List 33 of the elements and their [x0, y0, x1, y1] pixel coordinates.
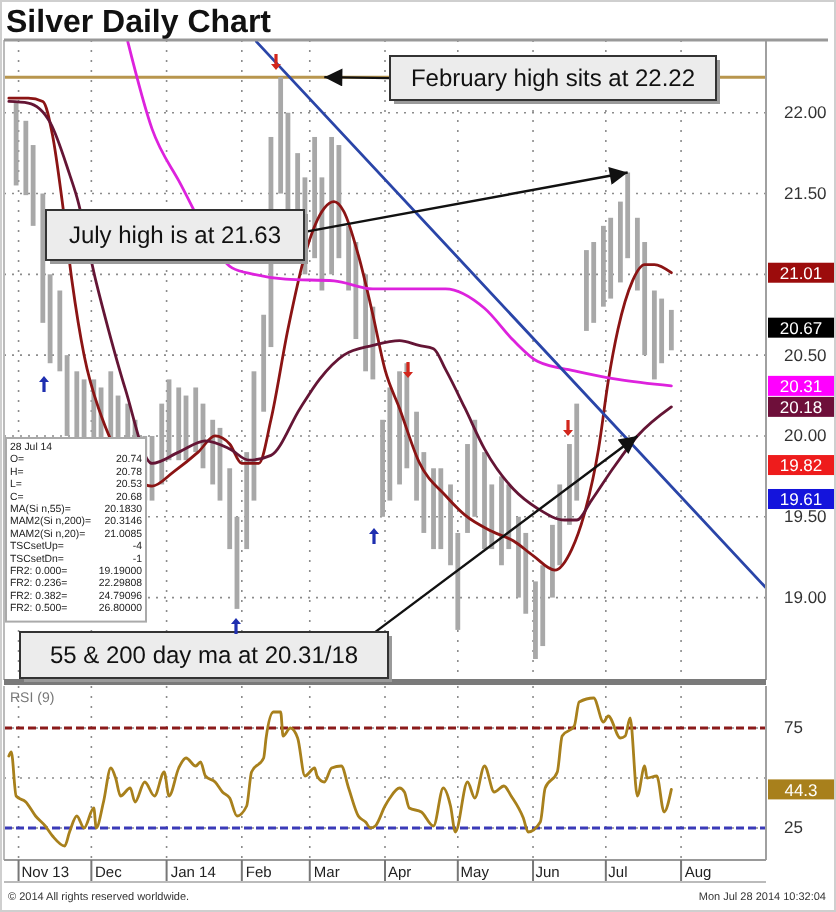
bar: [482, 452, 487, 550]
y-tick-label: 75: [784, 717, 804, 738]
bar: [438, 468, 444, 550]
bar: [584, 250, 589, 331]
y-tick-label: 20.00: [784, 425, 828, 446]
annotation: 55 & 200 day ma at 20.31/18: [49, 641, 359, 670]
y-tick-label: 25: [784, 817, 804, 838]
y-tick-label: 20.50: [784, 344, 828, 365]
annotation: February high sits at 22.22: [410, 64, 696, 93]
chart-title: Silver Daily Chart: [6, 6, 273, 40]
annotation: 20.67: [779, 318, 823, 339]
bar: [13, 101, 19, 186]
annotation: 21.01: [779, 263, 823, 284]
y-tick-label: 19.50: [784, 506, 828, 527]
bar: [499, 476, 504, 566]
bar: [431, 468, 436, 550]
annotation: 19.82: [779, 455, 823, 476]
y-tick-label: 22.00: [784, 102, 828, 123]
y-tick-label: 19.00: [784, 587, 828, 608]
y-tick-label: 21.50: [784, 182, 828, 203]
bar: [668, 309, 674, 351]
annotation: 20.18: [779, 397, 823, 418]
annotation: 44.3: [784, 779, 819, 800]
bar: [329, 136, 335, 275]
bar: [601, 225, 606, 307]
bar: [176, 387, 182, 461]
annotation: 19.61: [779, 489, 823, 510]
bar: [651, 290, 657, 380]
bar: [591, 242, 597, 323]
annotation: 20.31: [779, 376, 823, 397]
bar: [608, 217, 614, 299]
bar: [397, 371, 402, 485]
annotation: July high is at 21.63: [68, 221, 282, 250]
